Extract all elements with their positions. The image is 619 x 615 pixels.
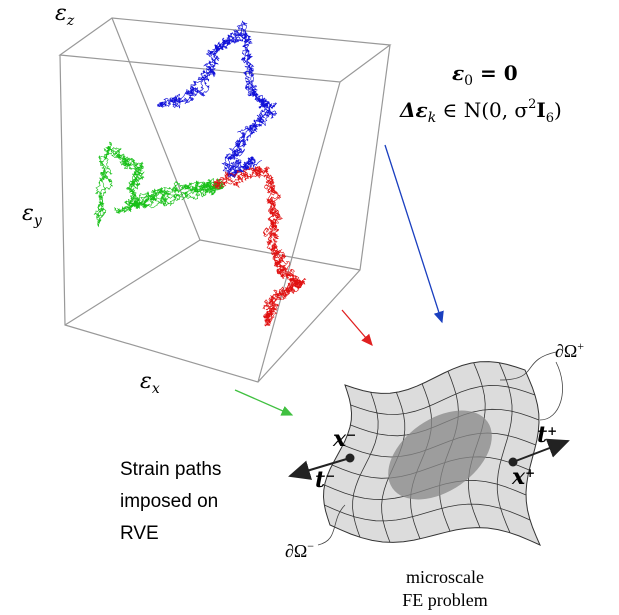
fe-caption: microscale [406, 567, 484, 587]
cube-edges [60, 18, 390, 382]
arrow-green [235, 390, 292, 415]
strain-paths [94, 21, 306, 326]
strain-path [94, 146, 224, 223]
boundary-label: ∂Ω+ [555, 339, 584, 361]
point [346, 454, 355, 463]
rve [290, 352, 568, 545]
diagram: εz εy εx ε0 = 0 Δεk ∈ N(0, σ2I6) ∂Ω+ ∂Ω−… [0, 0, 619, 615]
axis-label: εx [140, 369, 160, 397]
axis-label: εz [55, 1, 75, 29]
caption: RVE [120, 523, 159, 544]
equation: ε0 = 0 [452, 61, 518, 89]
point-label: t+ [537, 422, 557, 448]
caption: imposed on [120, 491, 218, 512]
equation: Δεk ∈ N(0, σ2I6) [399, 97, 562, 126]
caption: Strain paths [120, 459, 221, 480]
boundary-label: ∂Ω− [285, 539, 314, 561]
fe-caption: FE problem [402, 590, 488, 610]
strain-path [213, 170, 303, 322]
axis-label: εy [22, 201, 43, 229]
arrow-blue [385, 145, 442, 322]
cube [60, 18, 390, 382]
strain-path [214, 167, 303, 327]
arrow-red [342, 310, 372, 345]
point-label: x+ [511, 464, 535, 490]
